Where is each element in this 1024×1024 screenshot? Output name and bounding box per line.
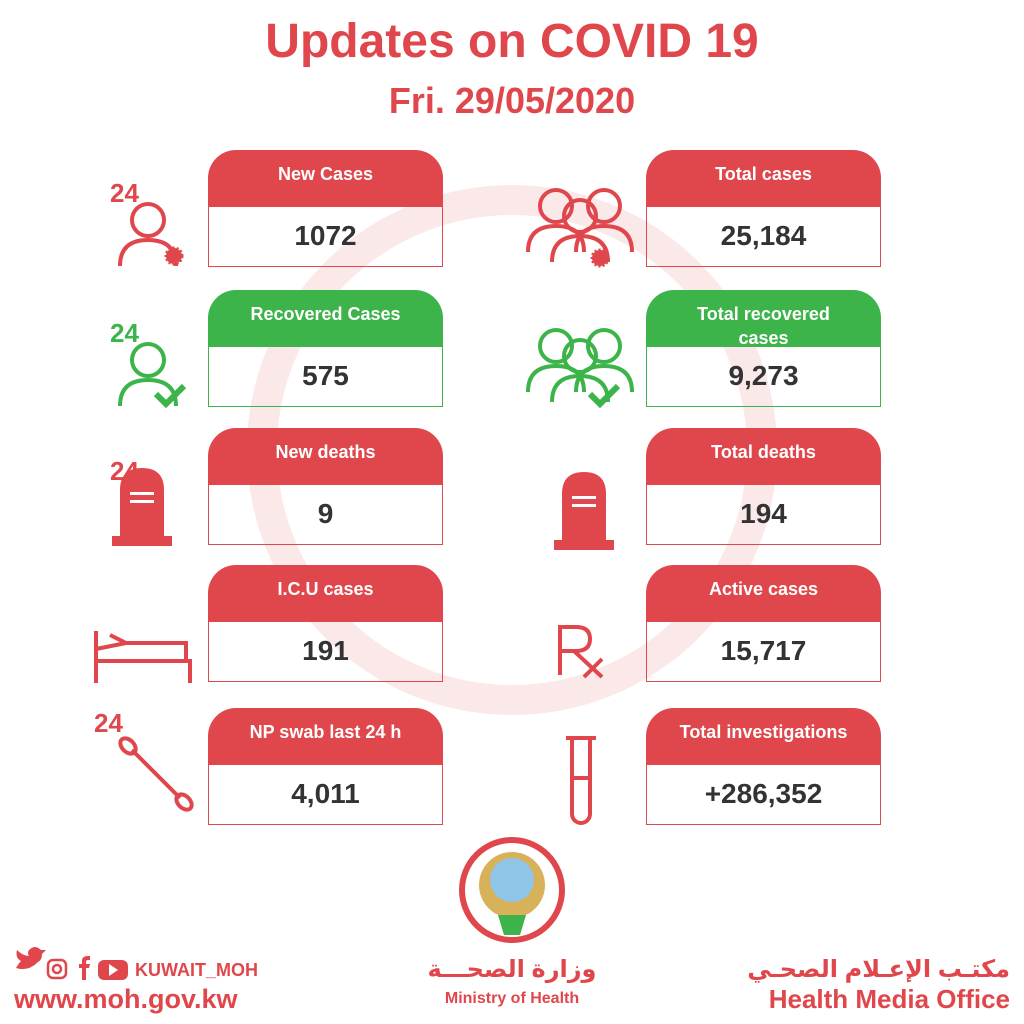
tombstone-line [130, 500, 154, 503]
period-badge: 24 [110, 456, 139, 486]
rx-icon [558, 625, 604, 679]
card-label: Active cases [646, 565, 881, 622]
bed-icon [94, 631, 192, 683]
person-body [526, 363, 586, 393]
tombstone-line [130, 492, 154, 495]
card-label: Recovered Cases [208, 290, 443, 347]
tombstone [562, 472, 606, 544]
card-label: New deaths [208, 428, 443, 485]
card-label: New Cases [208, 150, 443, 207]
card-value: +286,352 [646, 765, 881, 825]
person-head [538, 328, 574, 364]
check-icon [587, 383, 621, 409]
instagram-lens [51, 963, 63, 975]
instagram-icon [46, 958, 68, 980]
ministry-arabic: وزارة الصحـــة [427, 956, 597, 983]
person-head [130, 342, 166, 378]
person-head [562, 198, 598, 234]
person-head [130, 202, 166, 238]
person-body [550, 373, 610, 403]
logo-center [490, 858, 534, 902]
stat-card: Total cases 25,184 [646, 150, 881, 267]
card-value: 1072 [208, 207, 443, 267]
period-badge: 24 [110, 318, 139, 348]
card-value: 9 [208, 485, 443, 545]
person-body [574, 363, 634, 393]
card-value: 25,184 [646, 207, 881, 267]
virus-icon [164, 246, 184, 266]
stat-card: Active cases 15,717 [646, 565, 881, 682]
office-english: Health Media Office [768, 984, 1010, 1014]
logo-ring [459, 837, 565, 943]
logo-flag [498, 915, 526, 935]
person-head [538, 188, 574, 224]
person-head [586, 328, 622, 364]
check-icon [153, 383, 187, 409]
stat-card: Total deaths 194 [646, 428, 881, 545]
card-label: NP swab last 24 h [208, 708, 443, 765]
virus-icon [590, 248, 610, 268]
person-body [574, 223, 634, 253]
stat-card: New Cases 1072 [208, 150, 443, 267]
stat-card: New deaths 9 [208, 428, 443, 545]
website: www.moh.gov.kw [14, 984, 238, 1014]
youtube-play [109, 964, 118, 976]
tombstone-line [572, 504, 596, 507]
card-label: Total recovered cases [646, 290, 881, 348]
person-head [562, 338, 598, 374]
stat-card: NP swab last 24 h 4,011 [208, 708, 443, 825]
card-value: 15,717 [646, 622, 881, 682]
stat-card: Total recovered cases 9,273 [646, 290, 881, 407]
card-value: 575 [208, 347, 443, 407]
person-body [526, 223, 586, 253]
card-label: I.C.U cases [208, 565, 443, 622]
person-body [550, 233, 610, 263]
ministry-english: Ministry of Health [444, 990, 580, 1007]
swab-icon [130, 748, 182, 800]
period-badge: 24 [110, 178, 139, 208]
stat-card: Total investigations +286,352 [646, 708, 881, 825]
title: Updates on COVID 19 [265, 15, 759, 68]
card-label: Total cases [646, 150, 881, 207]
tombstone-base [112, 536, 172, 546]
card-value: 4,011 [208, 765, 443, 825]
stat-card: Recovered Cases 575 [208, 290, 443, 407]
period-badge: 24 [94, 708, 123, 738]
swab-tip [174, 792, 194, 812]
tombstone-line [572, 496, 596, 499]
office-arabic: مكتـب الإعـلام الصحـي [747, 956, 1010, 983]
stat-card: I.C.U cases 191 [208, 565, 443, 682]
facebook-icon [79, 956, 90, 980]
tombstone-base [554, 540, 614, 550]
card-label: Total investigations [646, 708, 881, 765]
card-value: 9,273 [646, 347, 881, 407]
card-value: 191 [208, 622, 443, 682]
swab-tip [118, 736, 138, 756]
card-label: Total deaths [646, 428, 881, 485]
card-value: 194 [646, 485, 881, 545]
date: Fri. 29/05/2020 [388, 80, 636, 121]
test-tube [566, 736, 596, 825]
tombstone [120, 468, 164, 540]
person-head [586, 188, 622, 224]
social-handle: KUWAIT_MOH [135, 960, 258, 980]
twitter-icon [16, 947, 46, 970]
